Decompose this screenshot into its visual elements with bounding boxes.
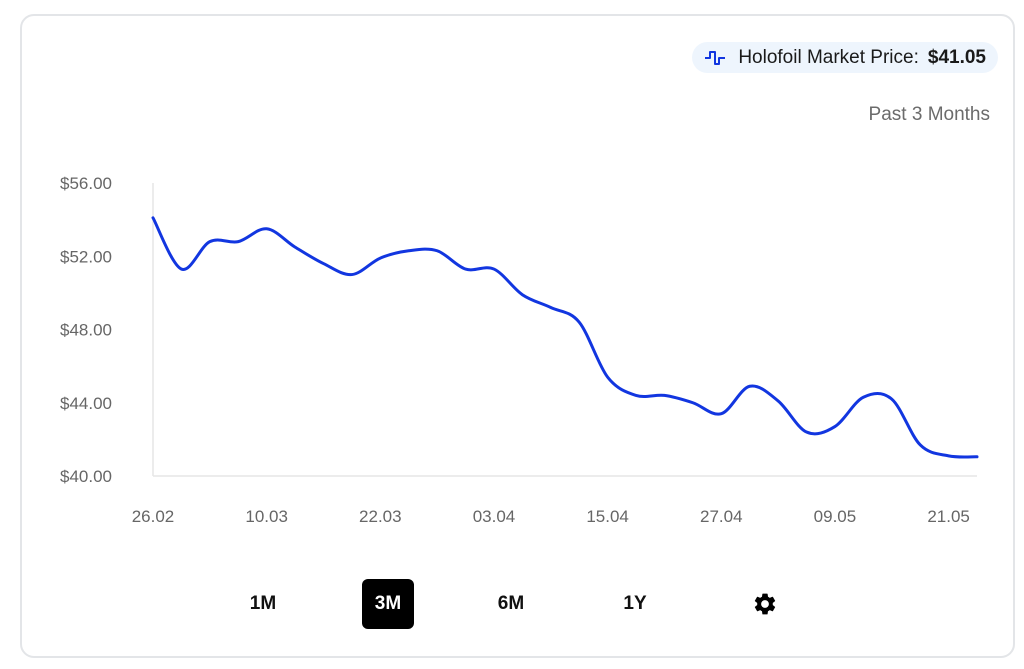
x-tick-label: 10.03	[245, 507, 288, 526]
range-button-1y[interactable]: 1Y	[623, 593, 647, 614]
market-price-value: $41.05	[927, 46, 986, 68]
range-button-6m[interactable]: 6M	[497, 593, 525, 614]
gear-icon[interactable]	[752, 591, 778, 617]
y-tick-label: $48.00	[60, 321, 112, 340]
x-tick-label: 15.04	[586, 507, 629, 526]
y-tick-label: $40.00	[60, 467, 112, 486]
price-line-chart: $40.00 $44.00 $48.00 $52.00 $56.00 26.02 10.0…	[60, 174, 979, 526]
price-series-line	[151, 216, 979, 459]
price-chart-card	[20, 14, 1015, 658]
y-tick-label: $52.00	[60, 247, 112, 266]
range-button-3m[interactable]: 3M	[362, 579, 414, 629]
x-tick-label: 22.03	[359, 507, 402, 526]
range-button-1m[interactable]: 1M	[249, 593, 277, 614]
x-tick-label: 27.04	[700, 507, 743, 526]
x-tick-label: 09.05	[814, 507, 857, 526]
y-tick-label: $44.00	[60, 394, 112, 413]
x-tick-label: 03.04	[473, 507, 516, 526]
range-selector: 1M 3M 6M 1Y	[0, 579, 1024, 629]
market-price-pulse-icon	[705, 50, 726, 65]
y-tick-label: $56.00	[60, 174, 112, 193]
market-price-label: Holofoil Market Price:	[738, 46, 919, 68]
period-label: Past 3 Months	[868, 104, 990, 125]
x-tick-label: 21.05	[927, 507, 970, 526]
x-tick-label: 26.02	[132, 507, 175, 526]
market-price-badge: Holofoil Market Price: $41.05	[692, 42, 998, 73]
